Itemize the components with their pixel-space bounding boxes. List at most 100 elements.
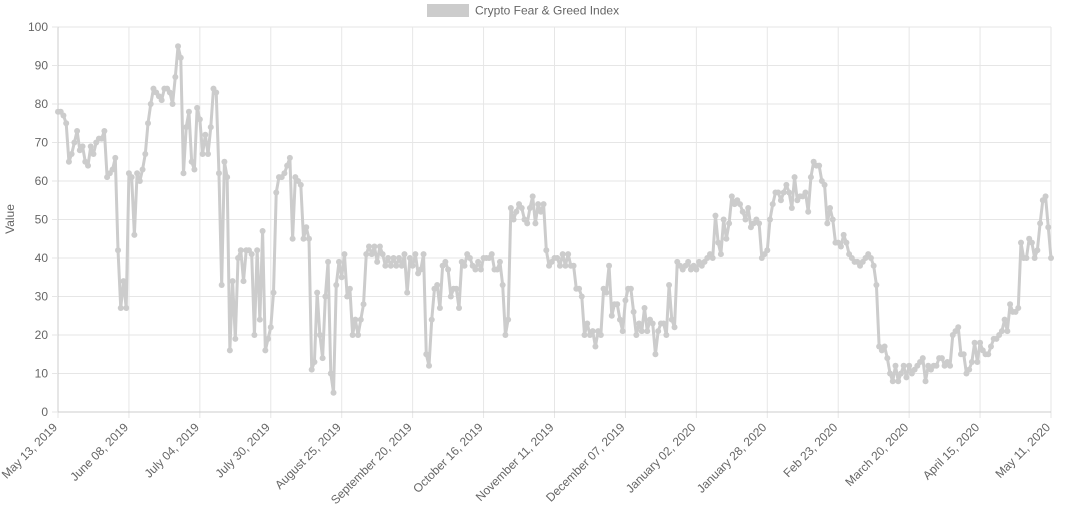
data-point[interactable] xyxy=(466,255,473,261)
data-point[interactable] xyxy=(606,262,613,269)
data-point[interactable] xyxy=(717,251,724,258)
data-point[interactable] xyxy=(887,370,894,377)
data-point[interactable] xyxy=(881,343,888,350)
data-point[interactable] xyxy=(745,204,752,211)
data-point[interactable] xyxy=(226,347,233,354)
data-point[interactable] xyxy=(325,258,332,265)
data-point[interactable] xyxy=(101,127,108,134)
data-point[interactable] xyxy=(404,289,411,296)
data-point[interactable] xyxy=(985,351,992,358)
data-point[interactable] xyxy=(477,266,484,273)
data-point[interactable] xyxy=(884,355,891,362)
data-point[interactable] xyxy=(442,258,449,265)
data-point[interactable] xyxy=(109,166,116,173)
data-point[interactable] xyxy=(827,204,834,211)
data-point[interactable] xyxy=(693,266,700,273)
data-point[interactable] xyxy=(764,247,771,254)
data-point[interactable] xyxy=(265,335,272,342)
data-point[interactable] xyxy=(316,332,323,338)
data-point[interactable] xyxy=(196,116,203,123)
data-point[interactable] xyxy=(1004,328,1011,335)
data-point[interactable] xyxy=(960,351,967,358)
data-point[interactable] xyxy=(365,243,372,250)
data-point[interactable] xyxy=(240,278,247,285)
data-point[interactable] xyxy=(518,204,525,211)
data-point[interactable] xyxy=(1045,224,1052,231)
data-point[interactable] xyxy=(1034,247,1041,254)
data-point[interactable] xyxy=(267,324,274,331)
data-point[interactable] xyxy=(807,174,814,181)
data-point[interactable] xyxy=(300,235,307,242)
data-point[interactable] xyxy=(180,170,187,177)
data-point[interactable] xyxy=(453,285,460,292)
data-point[interactable] xyxy=(655,328,662,335)
data-point[interactable] xyxy=(559,251,566,258)
data-point[interactable] xyxy=(728,193,735,200)
data-point[interactable] xyxy=(576,285,583,292)
data-point[interactable] xyxy=(829,216,836,223)
data-point[interactable] xyxy=(505,316,512,323)
data-point[interactable] xyxy=(256,316,263,323)
data-point[interactable] xyxy=(248,251,255,258)
data-point[interactable] xyxy=(824,220,831,227)
data-point[interactable] xyxy=(235,255,242,261)
data-point[interactable] xyxy=(649,320,656,327)
data-point[interactable] xyxy=(870,262,877,269)
data-point[interactable] xyxy=(977,339,984,346)
data-point[interactable] xyxy=(535,201,542,208)
data-point[interactable] xyxy=(314,289,321,296)
data-point[interactable] xyxy=(715,239,722,246)
data-point[interactable] xyxy=(720,216,727,223)
data-point[interactable] xyxy=(889,378,896,385)
data-point[interactable] xyxy=(507,204,514,211)
data-point[interactable] xyxy=(627,285,634,292)
data-point[interactable] xyxy=(712,212,719,219)
data-point[interactable] xyxy=(603,289,610,296)
data-point[interactable] xyxy=(456,305,463,312)
data-point[interactable] xyxy=(123,305,130,312)
data-point[interactable] xyxy=(1001,316,1008,323)
data-point[interactable] xyxy=(499,281,506,288)
data-point[interactable] xyxy=(445,266,452,273)
data-point[interactable] xyxy=(232,335,239,342)
data-point[interactable] xyxy=(633,332,640,338)
data-point[interactable] xyxy=(663,332,670,338)
data-point[interactable] xyxy=(142,151,149,158)
data-point[interactable] xyxy=(947,362,954,369)
data-point[interactable] xyxy=(532,220,539,227)
data-point[interactable] xyxy=(188,158,195,165)
data-point[interactable] xyxy=(158,97,165,104)
data-point[interactable] xyxy=(194,104,201,111)
data-point[interactable] xyxy=(286,154,293,161)
data-point[interactable] xyxy=(565,251,572,258)
data-point[interactable] xyxy=(385,255,392,261)
data-point[interactable] xyxy=(540,201,547,208)
data-point[interactable] xyxy=(401,251,408,258)
data-point[interactable] xyxy=(281,170,288,177)
data-point[interactable] xyxy=(289,235,296,242)
data-point[interactable] xyxy=(120,278,127,285)
data-point[interactable] xyxy=(68,151,75,158)
data-point[interactable] xyxy=(660,320,667,327)
data-point[interactable] xyxy=(638,328,645,335)
data-point[interactable] xyxy=(922,378,929,385)
data-point[interactable] xyxy=(1028,239,1035,246)
data-point[interactable] xyxy=(409,262,416,269)
data-point[interactable] xyxy=(185,108,192,115)
data-point[interactable] xyxy=(537,208,544,215)
data-point[interactable] xyxy=(145,120,152,127)
data-point[interactable] xyxy=(382,262,389,269)
data-point[interactable] xyxy=(837,243,844,250)
data-point[interactable] xyxy=(1031,255,1038,261)
data-point[interactable] xyxy=(387,262,394,269)
data-point[interactable] xyxy=(139,166,146,173)
data-point[interactable] xyxy=(251,332,258,338)
data-point[interactable] xyxy=(513,208,520,215)
data-point[interactable] xyxy=(666,281,673,288)
data-point[interactable] xyxy=(971,339,978,346)
data-point[interactable] xyxy=(134,170,141,177)
data-point[interactable] xyxy=(131,231,138,238)
data-point[interactable] xyxy=(215,170,222,177)
data-point[interactable] xyxy=(136,178,143,184)
data-point[interactable] xyxy=(777,197,784,204)
